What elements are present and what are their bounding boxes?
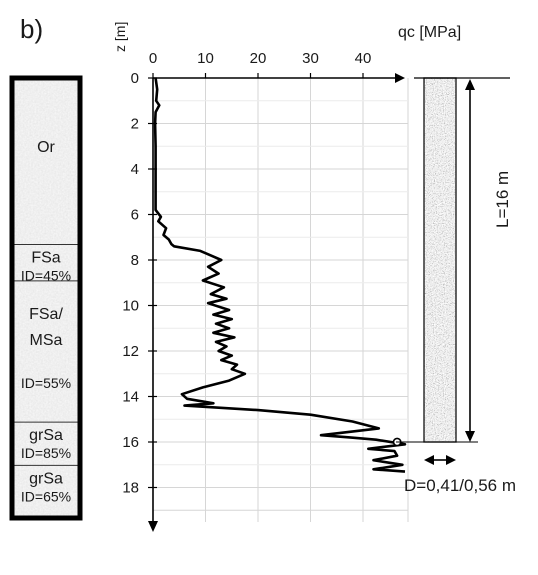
y-tick-labels: 0 2 4 6 8 10 12 14 16 18 bbox=[122, 70, 139, 497]
soil-layer-density: ID=85% bbox=[21, 445, 71, 461]
y-tick-label: 10 bbox=[122, 298, 139, 315]
y-tick-label: 14 bbox=[122, 389, 139, 406]
soil-layer-name: FSa bbox=[31, 249, 60, 266]
soil-layer-name: Or bbox=[37, 139, 55, 156]
pile-length-arrow-bottom bbox=[465, 431, 475, 442]
pile-diameter-label: D=0,41/0,56 m bbox=[404, 476, 516, 495]
pile-diameter-arrow-right bbox=[446, 455, 456, 465]
soil-layer-density: ID=65% bbox=[21, 488, 71, 504]
soil-layer-density: ID=55% bbox=[21, 375, 71, 391]
soil-layer-name: grSa bbox=[29, 470, 63, 487]
pile-diameter-arrow-left bbox=[424, 455, 434, 465]
chart-axes bbox=[148, 73, 405, 532]
soil-layer-name: MSa bbox=[30, 332, 63, 349]
cpt-series bbox=[153, 77, 407, 473]
pile-body-texture bbox=[424, 78, 456, 442]
soil-layer-name: grSa bbox=[29, 427, 63, 444]
soil-layer-name: FSa/ bbox=[29, 306, 63, 323]
y-tick-label: 18 bbox=[122, 480, 139, 497]
y-tick-label: 6 bbox=[131, 207, 139, 224]
y-tick-label: 0 bbox=[131, 70, 139, 87]
x-axis-arrowhead bbox=[395, 73, 405, 83]
x-tick-label: 0 bbox=[149, 50, 157, 67]
soil-column-frame bbox=[9, 75, 83, 521]
chart-grid bbox=[153, 78, 409, 522]
pile-length-label: L=16 m bbox=[493, 171, 512, 228]
x-tick-label: 20 bbox=[250, 50, 267, 67]
y-tick-label: 16 bbox=[122, 434, 139, 451]
cpt-qc-line bbox=[153, 77, 407, 473]
y-axis-title: z [m] bbox=[112, 22, 128, 52]
x-tick-label: 40 bbox=[355, 50, 372, 67]
pile-diagram bbox=[396, 77, 510, 465]
soil-column: OrFSaID=45%FSa/MSaID=55%grSaID=85%grSaID… bbox=[9, 75, 83, 521]
x-tick-label: 30 bbox=[302, 50, 319, 67]
pile-length-arrow-top bbox=[465, 79, 475, 90]
y-tick-label: 4 bbox=[131, 161, 139, 178]
y-tick-label: 2 bbox=[131, 116, 139, 133]
y-tick-label: 12 bbox=[122, 343, 139, 360]
y-axis-arrowhead bbox=[148, 521, 158, 532]
panel-label: b) bbox=[20, 14, 43, 44]
x-tick-labels: 0 10 20 30 40 bbox=[149, 50, 372, 67]
soil-column-fill bbox=[10, 76, 82, 520]
y-tick-label: 8 bbox=[131, 252, 139, 269]
x-tick-label: 10 bbox=[197, 50, 214, 67]
soil-layer-density: ID=45% bbox=[21, 267, 71, 283]
x-axis-title: qc [MPa] bbox=[398, 24, 461, 41]
